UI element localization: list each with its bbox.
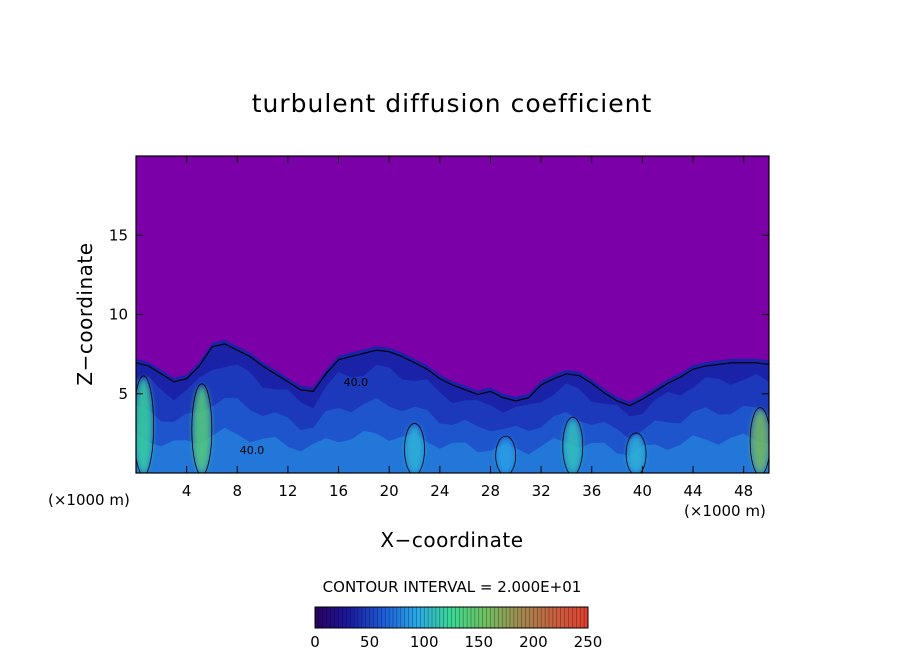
colorbar-tick-label: 250	[574, 633, 603, 651]
turbulence-field: 40.0 40.0	[136, 339, 769, 473]
y-axis-ticks: 5 10 15	[109, 226, 769, 403]
contour-label: 40.0	[240, 444, 265, 457]
x-tick-label: 4	[182, 482, 192, 500]
y-tick-label: 5	[118, 385, 128, 403]
colorbar-tick-label: 0	[310, 633, 320, 651]
colorbar-frame	[314, 606, 589, 629]
colorbar-tick-label: 150	[464, 633, 493, 651]
x-tick-label: 12	[278, 482, 297, 500]
turbulence-core	[405, 425, 424, 473]
x-axis-ticks: 4 8 12 16 20 24 28 32 36 40 44 48	[182, 156, 753, 500]
colorbar-tick-label: 200	[519, 633, 548, 651]
y-axis-label: Z−coordinate	[73, 242, 97, 385]
x-tick-label: 40	[633, 482, 652, 500]
x-tick-label: 48	[734, 482, 753, 500]
core-contour	[625, 432, 647, 473]
turbulence-core	[751, 409, 769, 473]
x-tick-label: 36	[582, 482, 601, 500]
x-tick-label: 8	[233, 482, 243, 500]
turbulence-core	[192, 385, 211, 473]
colorbar-stripes	[318, 607, 585, 628]
turbulent-sublayer	[136, 427, 769, 473]
turbulence-core	[563, 419, 582, 473]
colorbar-tick-label: 100	[410, 633, 439, 651]
y-tick-label: 15	[109, 226, 128, 244]
core-contour	[749, 407, 769, 473]
core-contour	[136, 375, 154, 473]
plot-area: 40.0 40.0	[135, 155, 770, 474]
x-tick-label: 28	[481, 482, 500, 500]
core-contour	[191, 383, 213, 473]
turbulence-core	[496, 438, 515, 473]
x-tick-label: 24	[430, 482, 449, 500]
x-axis-label: X−coordinate	[380, 528, 523, 552]
turbulence-core	[627, 434, 646, 473]
x-unit-right: (×1000 m)	[684, 502, 766, 520]
contour-label: 40.0	[344, 376, 369, 389]
x-tick-label: 44	[683, 482, 702, 500]
core-contour	[495, 435, 517, 473]
x-tick-label: 20	[380, 482, 399, 500]
y-tick-label: 10	[109, 306, 128, 324]
chart-title: turbulent diffusion coefficient	[252, 89, 653, 118]
colorbar-ticks: 0 50 100 150 200 250	[310, 633, 602, 651]
x-unit-left: (×1000 m)	[48, 491, 130, 509]
contour-line	[136, 343, 769, 407]
core-contour	[562, 416, 584, 473]
contour-interval-text: CONTOUR INTERVAL = 2.000E+01	[323, 578, 582, 596]
colorbar-tick-label: 50	[360, 633, 379, 651]
colorbar: 0 50 100 150 200 250	[310, 606, 602, 651]
x-tick-label: 16	[329, 482, 348, 500]
turbulence-core	[136, 377, 153, 473]
core-contour	[404, 423, 425, 473]
x-tick-label: 32	[532, 482, 551, 500]
